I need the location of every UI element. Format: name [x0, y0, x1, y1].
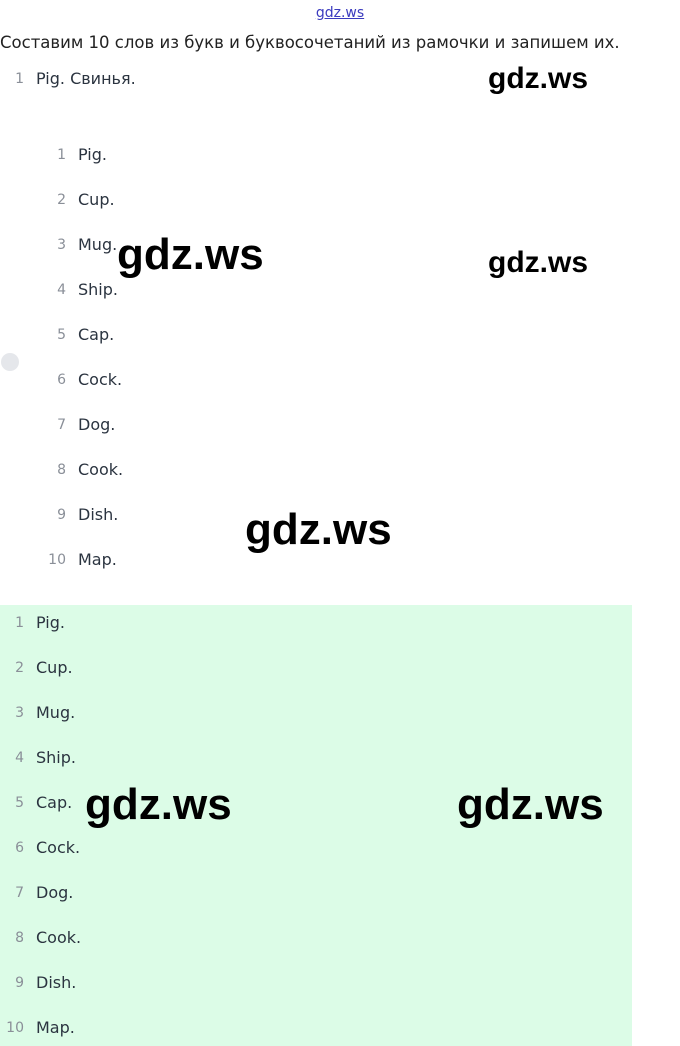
- item-number: 9: [57, 507, 66, 523]
- item-text: Cap.: [78, 325, 115, 344]
- watermark: gdz.ws: [457, 780, 604, 829]
- item-number: 5: [15, 795, 24, 811]
- item-text: Cook.: [36, 928, 82, 947]
- item-number: 6: [15, 840, 24, 856]
- watermark: gdz.ws: [488, 246, 589, 279]
- item-text: Dish.: [78, 505, 119, 524]
- item-text: Cup.: [78, 190, 115, 209]
- item-number: 2: [57, 192, 66, 208]
- item-number: 6: [57, 372, 66, 388]
- item-number: 10: [48, 552, 66, 568]
- watermark: gdz.ws: [117, 230, 264, 279]
- item-text: Pig. Свинья.: [36, 69, 136, 88]
- item-text: Cock.: [36, 838, 81, 857]
- item-number: 2: [15, 660, 24, 676]
- item-number: 7: [57, 417, 66, 433]
- item-text: Mug.: [36, 703, 76, 722]
- item-number: 1: [15, 615, 24, 631]
- item-text: Mug.: [78, 235, 118, 254]
- item-text: Ship.: [36, 748, 76, 767]
- intro-text: Составим 10 слов из букв и буквосочетани…: [0, 33, 620, 52]
- item-text: Map.: [78, 550, 117, 569]
- site-link[interactable]: gdz.ws: [315, 5, 365, 21]
- item-text: Dog.: [36, 883, 74, 902]
- item-number: 10: [6, 1020, 24, 1036]
- item-number: 1: [57, 147, 66, 163]
- item-text: Ship.: [78, 280, 118, 299]
- watermark: gdz.ws: [245, 505, 392, 554]
- item-text: Map.: [36, 1018, 75, 1037]
- item-number: 4: [15, 750, 24, 766]
- item-text: Dog.: [78, 415, 116, 434]
- item-number: 5: [57, 327, 66, 343]
- item-number: 9: [15, 975, 24, 991]
- item-number: 7: [15, 885, 24, 901]
- item-number: 8: [57, 462, 66, 478]
- item-text: Cap.: [36, 793, 73, 812]
- watermark: gdz.ws: [488, 62, 589, 95]
- watermark: gdz.ws: [85, 780, 232, 829]
- item-text: Pig.: [36, 613, 65, 632]
- item-number: 1: [15, 71, 24, 87]
- item-text: Dish.: [36, 973, 77, 992]
- item-text: Cock.: [78, 370, 123, 389]
- item-text: Cup.: [36, 658, 73, 677]
- item-text: Pig.: [78, 145, 107, 164]
- item-number: 3: [15, 705, 24, 721]
- item-number: 4: [57, 282, 66, 298]
- play-icon: [1, 353, 19, 371]
- item-number: 8: [15, 930, 24, 946]
- item-text: Cook.: [78, 460, 124, 479]
- answer-box: [0, 605, 632, 1046]
- item-number: 3: [57, 237, 66, 253]
